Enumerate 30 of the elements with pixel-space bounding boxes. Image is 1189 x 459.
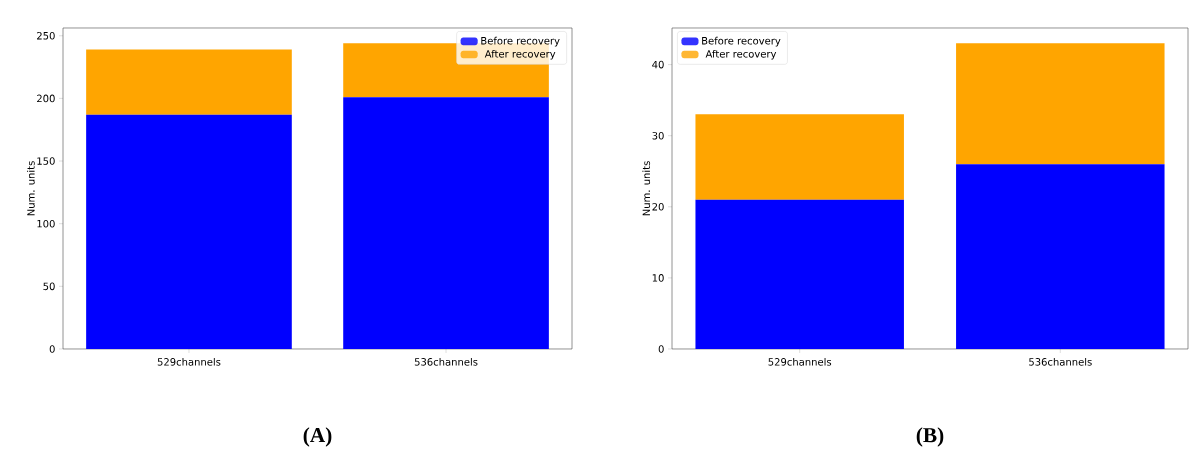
bar xyxy=(956,43,1165,165)
text: (B) xyxy=(916,427,944,447)
y-axis-title: Num. units xyxy=(26,161,35,216)
bar xyxy=(86,49,292,115)
y-tick-label: 0 xyxy=(49,345,55,353)
bar xyxy=(956,164,1165,349)
x-tick-label: 529channels xyxy=(157,357,221,366)
y-tick-label: 150 xyxy=(37,157,55,165)
y-tick-label: 100 xyxy=(37,219,55,228)
legend-label: After recovery xyxy=(484,49,556,60)
y-tick-label: 40 xyxy=(652,60,664,69)
y-tick-label: 20 xyxy=(652,203,664,211)
y-tick-label: 50 xyxy=(43,282,55,291)
bar xyxy=(343,97,549,349)
y-tick-label: 30 xyxy=(652,131,664,140)
text: (A) xyxy=(303,427,332,447)
y-tick-label: 0 xyxy=(658,345,664,353)
x-tick-label: 536channels xyxy=(414,357,478,366)
y-tick-label: 250 xyxy=(37,31,55,40)
legend-label: Before recovery xyxy=(702,36,781,47)
bar xyxy=(695,114,904,200)
bar xyxy=(86,114,292,349)
y-axis-title: Num. units xyxy=(642,161,651,216)
bar xyxy=(695,199,904,349)
y-tick-label: 200 xyxy=(37,94,55,103)
x-tick-label: 536channels xyxy=(1029,357,1092,366)
x-tick-label: 529channels xyxy=(768,357,832,366)
y-tick-label: 10 xyxy=(652,274,664,282)
legend-label: Before recovery xyxy=(481,36,560,47)
legend-label: After recovery xyxy=(705,49,777,60)
